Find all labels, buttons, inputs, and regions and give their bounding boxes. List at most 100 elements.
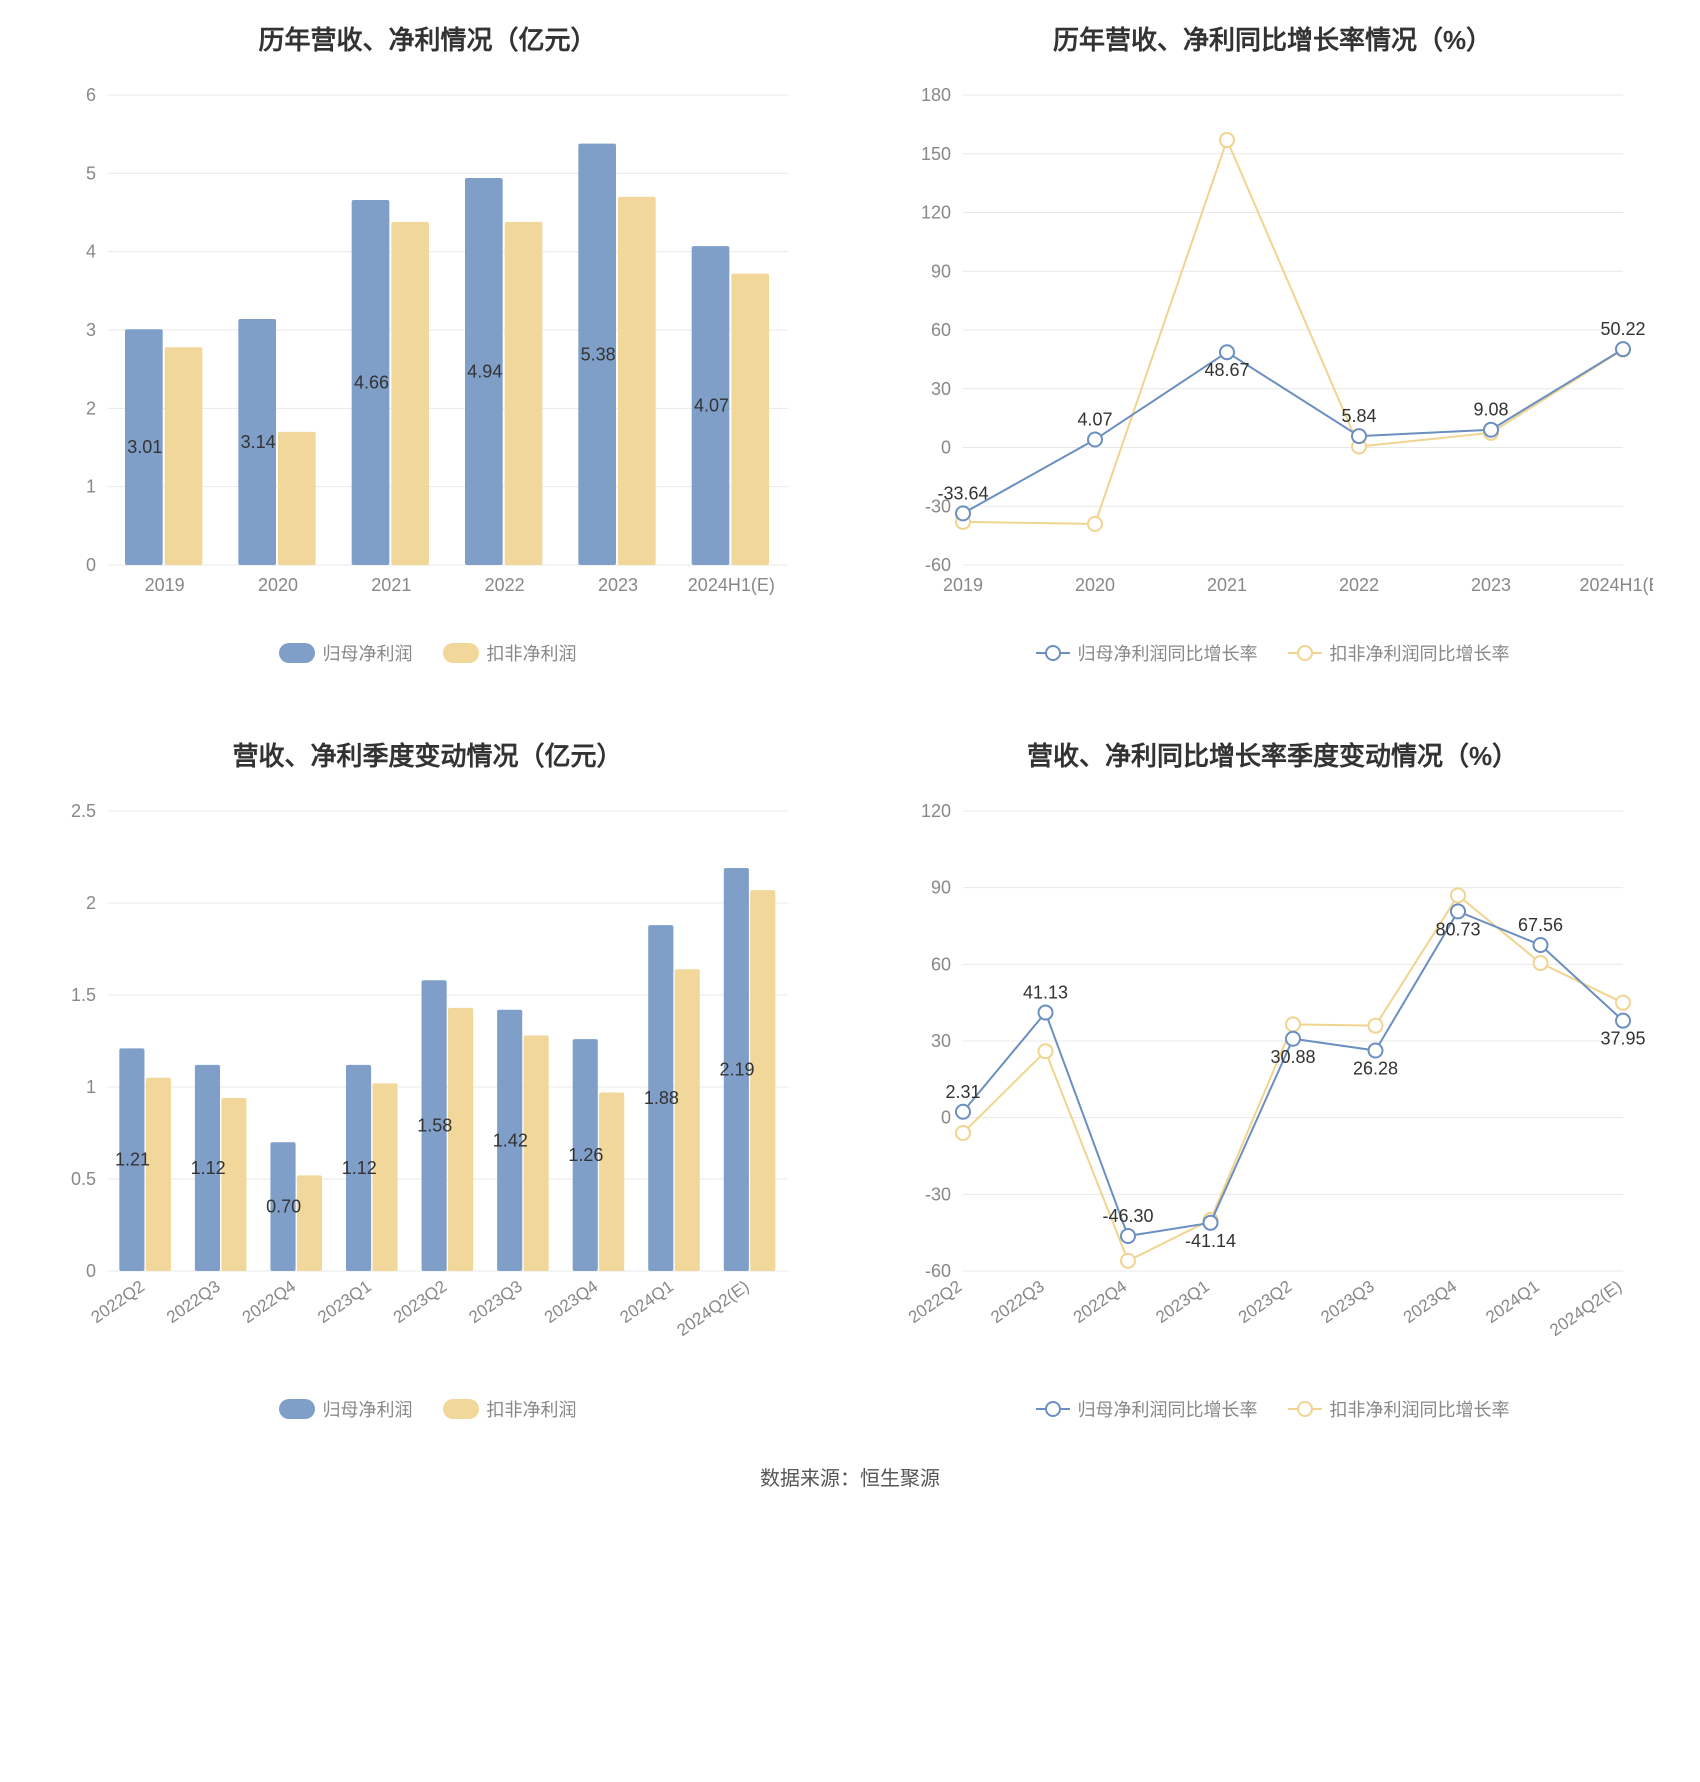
chart-legend: 归母净利润 扣非净利润 <box>279 1396 577 1422</box>
svg-text:2022: 2022 <box>1338 575 1378 595</box>
legend-label: 归母净利润同比增长率 <box>1078 1396 1258 1422</box>
chart-title: 营收、净利同比增长率季度变动情况（%） <box>1027 736 1518 773</box>
legend-item-secondary: 扣非净利润同比增长率 <box>1288 640 1510 666</box>
legend-label: 扣非净利润 <box>487 1396 577 1422</box>
legend-label: 扣非净利润同比增长率 <box>1330 640 1510 666</box>
svg-text:2024H1(E): 2024H1(E) <box>1579 575 1653 595</box>
svg-text:2022Q4: 2022Q4 <box>238 1277 298 1327</box>
svg-text:2: 2 <box>85 398 95 418</box>
legend-label: 归母净利润 <box>323 1396 413 1422</box>
svg-text:2023Q2: 2023Q2 <box>389 1277 449 1327</box>
svg-text:5.38: 5.38 <box>580 344 615 364</box>
svg-text:1: 1 <box>85 477 95 497</box>
svg-text:2022Q3: 2022Q3 <box>163 1277 223 1327</box>
legend-swatch-icon <box>1288 652 1322 654</box>
chart-title: 历年营收、净利情况（亿元） <box>258 20 596 57</box>
svg-text:60: 60 <box>930 320 950 340</box>
legend-swatch-icon <box>443 643 479 663</box>
svg-text:1.12: 1.12 <box>341 1158 376 1178</box>
chart-legend: 归母净利润同比增长率 扣非净利润同比增长率 <box>1036 1396 1510 1422</box>
svg-text:0: 0 <box>940 1108 950 1128</box>
svg-text:30.88: 30.88 <box>1270 1047 1315 1067</box>
chart-area: -60-300306090120150180-33.644.0748.675.8… <box>893 85 1653 610</box>
chart-panel-quarterly-growth: 营收、净利同比增长率季度变动情况（%） -60-3003060901202.31… <box>865 736 1680 1422</box>
legend-label: 扣非净利润同比增长率 <box>1330 1396 1510 1422</box>
chart-area: -60-3003060901202.3141.13-46.30-41.1430.… <box>893 801 1653 1366</box>
svg-text:60: 60 <box>930 954 950 974</box>
svg-text:50.22: 50.22 <box>1600 319 1645 339</box>
svg-text:2022Q4: 2022Q4 <box>1069 1277 1129 1327</box>
svg-text:0.70: 0.70 <box>266 1197 301 1217</box>
chart-legend: 归母净利润 扣非净利润 <box>279 640 577 666</box>
svg-text:0: 0 <box>85 1261 95 1281</box>
svg-text:2021: 2021 <box>371 575 411 595</box>
chart-area: 00.511.522.51.211.120.701.121.581.421.26… <box>48 801 808 1366</box>
svg-text:1.26: 1.26 <box>568 1145 603 1165</box>
svg-text:1: 1 <box>85 1077 95 1097</box>
chart-title: 历年营收、净利同比增长率情况（%） <box>1053 20 1492 57</box>
svg-text:1.5: 1.5 <box>70 985 95 1005</box>
svg-text:30: 30 <box>930 379 950 399</box>
svg-text:2020: 2020 <box>257 575 297 595</box>
svg-text:180: 180 <box>920 85 950 105</box>
svg-text:90: 90 <box>930 261 950 281</box>
chart-grid: 历年营收、净利情况（亿元） 01234563.013.144.664.945.3… <box>20 20 1680 1491</box>
chart-panel-annual-values: 历年营收、净利情况（亿元） 01234563.013.144.664.945.3… <box>20 20 835 706</box>
svg-text:2024Q2(E): 2024Q2(E) <box>1546 1277 1625 1340</box>
svg-text:2023Q4: 2023Q4 <box>540 1277 600 1327</box>
svg-text:2023: 2023 <box>597 575 637 595</box>
svg-text:2024Q2(E): 2024Q2(E) <box>673 1277 752 1340</box>
svg-text:2023Q4: 2023Q4 <box>1399 1277 1459 1327</box>
svg-text:1.88: 1.88 <box>643 1088 678 1108</box>
svg-text:-46.30: -46.30 <box>1102 1206 1153 1226</box>
svg-text:-60: -60 <box>924 555 950 575</box>
svg-text:1.12: 1.12 <box>190 1158 225 1178</box>
svg-text:2.19: 2.19 <box>719 1060 754 1080</box>
svg-text:1.58: 1.58 <box>417 1116 452 1136</box>
legend-item-secondary: 扣非净利润 <box>443 640 577 666</box>
svg-text:2023Q2: 2023Q2 <box>1234 1277 1294 1327</box>
svg-text:2023Q1: 2023Q1 <box>1152 1277 1212 1327</box>
svg-text:4: 4 <box>85 242 95 262</box>
legend-item-primary: 归母净利润同比增长率 <box>1036 640 1258 666</box>
legend-swatch-icon <box>279 643 315 663</box>
legend-swatch-icon <box>443 1399 479 1419</box>
legend-label: 归母净利润 <box>323 640 413 666</box>
svg-text:2: 2 <box>85 893 95 913</box>
svg-text:30: 30 <box>930 1031 950 1051</box>
chart-area: 01234563.013.144.664.945.384.07201920202… <box>48 85 808 610</box>
svg-text:2022Q2: 2022Q2 <box>904 1277 964 1327</box>
svg-text:0: 0 <box>940 438 950 458</box>
chart-legend: 归母净利润同比增长率 扣非净利润同比增长率 <box>1036 640 1510 666</box>
svg-text:5: 5 <box>85 163 95 183</box>
svg-text:2.31: 2.31 <box>945 1082 980 1102</box>
svg-text:2020: 2020 <box>1074 575 1114 595</box>
chart-panel-annual-growth: 历年营收、净利同比增长率情况（%） -60-300306090120150180… <box>865 20 1680 706</box>
svg-text:9.08: 9.08 <box>1473 400 1508 420</box>
svg-text:150: 150 <box>920 144 950 164</box>
legend-label: 归母净利润同比增长率 <box>1078 640 1258 666</box>
svg-text:67.56: 67.56 <box>1517 915 1562 935</box>
svg-text:2019: 2019 <box>942 575 982 595</box>
svg-text:2022: 2022 <box>484 575 524 595</box>
svg-text:3.01: 3.01 <box>127 437 162 457</box>
legend-item-secondary: 扣非净利润同比增长率 <box>1288 1396 1510 1422</box>
svg-text:1.42: 1.42 <box>492 1130 527 1150</box>
svg-text:6: 6 <box>85 85 95 105</box>
legend-item-primary: 归母净利润 <box>279 1396 413 1422</box>
legend-swatch-icon <box>1288 1408 1322 1410</box>
svg-text:2022Q2: 2022Q2 <box>87 1277 147 1327</box>
svg-text:3.14: 3.14 <box>240 432 275 452</box>
data-source-footer: 数据来源：恒生聚源 <box>20 1462 1680 1491</box>
svg-text:-60: -60 <box>924 1261 950 1281</box>
legend-swatch-icon <box>1036 1408 1070 1410</box>
legend-item-primary: 归母净利润 <box>279 640 413 666</box>
svg-text:1.21: 1.21 <box>115 1150 150 1170</box>
svg-text:4.66: 4.66 <box>353 372 388 392</box>
svg-text:2023Q3: 2023Q3 <box>1317 1277 1377 1327</box>
legend-swatch-icon <box>279 1399 315 1419</box>
svg-text:26.28: 26.28 <box>1352 1059 1397 1079</box>
svg-text:37.95: 37.95 <box>1600 1029 1645 1049</box>
svg-text:41.13: 41.13 <box>1022 983 1067 1003</box>
svg-text:2019: 2019 <box>144 575 184 595</box>
